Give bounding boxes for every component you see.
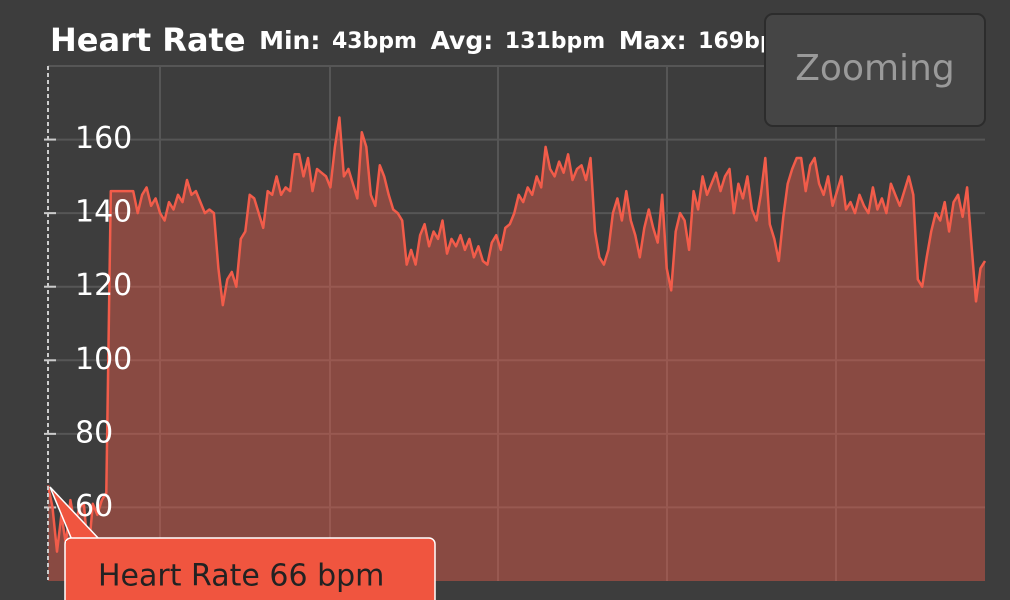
zoom-button[interactable]: Zooming xyxy=(764,13,986,127)
stat-label: Max: xyxy=(619,26,687,55)
stat-label: Min: xyxy=(259,26,320,55)
stat-value: 43bpm xyxy=(332,29,417,54)
tooltip: Heart Rate 66 bpm xyxy=(49,486,436,600)
tooltip-text: Heart Rate 66 bpm xyxy=(98,559,384,594)
plot xyxy=(46,116,987,581)
grid xyxy=(44,65,985,581)
stat-value: 131bpm xyxy=(505,29,605,54)
stat-label: Avg: xyxy=(431,26,494,55)
line xyxy=(46,116,987,557)
chart-header: Heart Rate Min: 43bpm Avg: 131bpm Max: 1… xyxy=(50,21,799,59)
tooltip-box xyxy=(64,537,436,600)
y-tick-label: 80 xyxy=(75,415,113,450)
y-tick-label: 160 xyxy=(75,121,132,156)
y-tick-label: 120 xyxy=(75,268,132,303)
zoom-button-label[interactable]: Zooming xyxy=(795,48,954,89)
y-tick-label: 140 xyxy=(75,195,132,230)
chart-title: Heart Rate xyxy=(50,21,246,59)
tooltip-joint xyxy=(66,541,106,547)
y-tick-label: 100 xyxy=(75,342,132,377)
area xyxy=(48,117,985,581)
y-tick-label: 60 xyxy=(75,489,113,524)
zoom-button-bg[interactable] xyxy=(764,13,986,127)
